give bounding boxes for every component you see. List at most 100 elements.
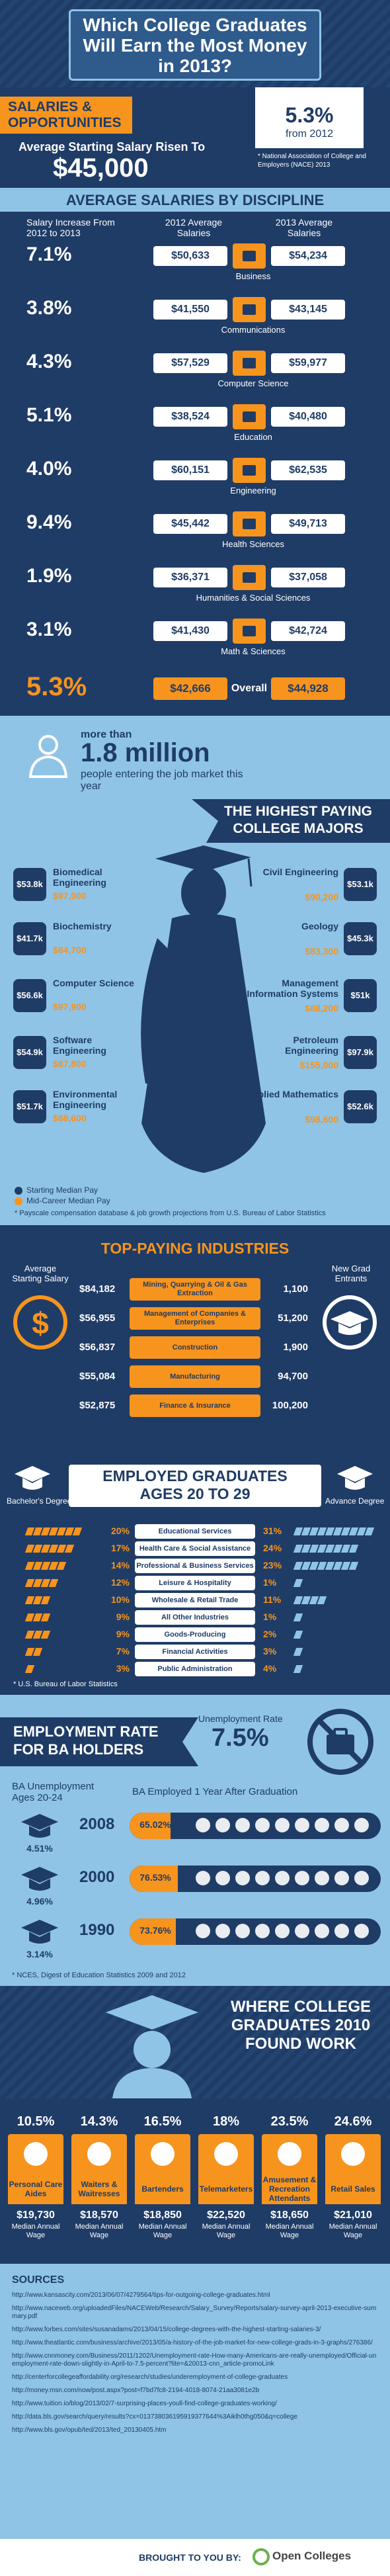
- discipline-pct: 4.3%: [26, 351, 72, 372]
- major-start-pay: $52.6k: [344, 1090, 377, 1123]
- advance-pct: 3%: [263, 1646, 277, 1656]
- source-link[interactable]: http://www.forbes.com/sites/susanadams/2…: [12, 2326, 321, 2333]
- major-mid-pay: $98,600: [305, 1114, 338, 1125]
- phone-icon: [198, 2134, 254, 2174]
- unemp-label: Unemployment Rate: [198, 1713, 283, 1724]
- shopping-bag-icon: [325, 2134, 381, 2174]
- job-wage: $18,850: [143, 2210, 182, 2221]
- work-stripes: [0, 1986, 390, 2098]
- source-link[interactable]: http://www.cnnmoney.com/Business/2011/12…: [12, 2352, 377, 2368]
- brand-name[interactable]: Open Colleges: [272, 2550, 352, 2562]
- work-graduate-icon: [106, 1995, 198, 2098]
- bachelor-pct: 20%: [110, 1525, 130, 1536]
- wage-label: Median Annual Wage: [202, 2223, 251, 2239]
- col-2012-label: 2012 Average Salaries: [165, 217, 223, 238]
- no-work-icon: [307, 1709, 373, 1775]
- industry-name: Management of Companies & Enterprises: [130, 1307, 260, 1330]
- salary-2013: $42,724: [271, 621, 345, 641]
- svg-text:$: $: [32, 1306, 49, 1340]
- industry-name: Leisure & Hospitality: [135, 1576, 255, 1590]
- job-name: Retail Sales: [325, 2174, 381, 2204]
- source-link[interactable]: http://www.naceweb.org/uploadedFiles/NAC…: [12, 2305, 377, 2320]
- major-mid-pay: $90,200: [305, 892, 338, 902]
- bachelor-pct: 9%: [116, 1629, 130, 1639]
- salaries-section: SALARIES & OPPORTUNITIES 5.3% from 2012 …: [0, 87, 390, 187]
- major-name: Civil Engineering: [262, 867, 338, 877]
- industry-entrants: 51,200: [278, 1312, 308, 1324]
- salaries-banner: [0, 97, 132, 134]
- major-name: Petroleum Engineering: [285, 1035, 338, 1056]
- salaries-heading: SALARIES & OPPORTUNITIES: [8, 99, 122, 130]
- year-label: 2000: [79, 1868, 115, 1886]
- industries-heading: TOP-PAYING INDUSTRIES: [100, 1240, 290, 1257]
- employment-bar: [130, 1918, 381, 1945]
- header: Which College Graduates Will Earn the Mo…: [0, 0, 390, 87]
- advance-bar: [293, 1647, 381, 1658]
- discipline-pct: 5.1%: [26, 404, 72, 426]
- employment-section: EMPLOYMENT RATE FOR BA HOLDERS Unemploym…: [0, 1695, 390, 1986]
- source-link[interactable]: http://www.kansascity.com/2013/06/07/427…: [12, 2292, 270, 2299]
- bachelor-bar: [24, 1561, 99, 1572]
- bachelor-pct: 7%: [116, 1646, 130, 1656]
- overall-pct: 5.3%: [26, 672, 87, 701]
- source-link[interactable]: http://www.tuition.io/blog/2013/02/7-sur…: [12, 2400, 277, 2407]
- job-name: Telemarketers: [198, 2174, 254, 2204]
- bachelor-bar: [24, 1544, 99, 1555]
- bachelor-pct: 12%: [110, 1577, 130, 1588]
- overall-label: Overall: [231, 683, 268, 694]
- unemp-pct: 4.96%: [26, 1896, 53, 1907]
- employed-box: [69, 1465, 321, 1507]
- industries-section: TOP-PAYING INDUSTRIES Average Starting S…: [0, 1225, 390, 1463]
- source-link[interactable]: http://money.msn.com/now/post.aspx?post=…: [12, 2387, 260, 2394]
- legend-mid-dot: [15, 1197, 22, 1205]
- salaries-source: * National Association of College and Em…: [258, 153, 366, 169]
- major-start-pay: $53.8k: [13, 868, 46, 901]
- salary-2012: $50,633: [153, 246, 227, 266]
- major-start-pay: $45.3k: [344, 922, 377, 955]
- major-mid-pay: $83,300: [305, 946, 338, 957]
- bachelor-bar: [24, 1613, 99, 1623]
- advance-pct: 23%: [263, 1560, 282, 1570]
- job-pct: 24.6%: [334, 2114, 372, 2129]
- major-name: Geology: [301, 921, 338, 931]
- industry-name: Public Administration: [135, 1662, 255, 1676]
- major-mid-pay: $97,900: [53, 1002, 87, 1012]
- source-link[interactable]: http://www.theatlantic.com/business/arch…: [12, 2339, 373, 2346]
- salary-2012: $41,430: [153, 621, 227, 641]
- wage-label: Median Annual Wage: [75, 2223, 124, 2239]
- discipline-section: AVERAGE SALARIES BY DISCIPLINE Salary In…: [0, 187, 390, 716]
- book-icon: [233, 404, 266, 429]
- industry-salary: $84,182: [79, 1283, 116, 1295]
- col-2013-label: 2013 Average Salaries: [275, 217, 333, 238]
- salary-increase-pct: 5.3%: [285, 103, 334, 127]
- dollar-icon: $: [13, 1295, 67, 1350]
- source-link[interactable]: http://www.bls.gov/opub/ted/2013/ted_201…: [12, 2426, 167, 2434]
- legend-start: Starting Median Pay: [26, 1185, 98, 1195]
- employed-pct: 65.02%: [139, 1819, 171, 1830]
- graduate-silhouette: [141, 845, 266, 1173]
- bachelor-bar: [24, 1578, 99, 1589]
- sources-section: SOURCES http://www.kansascity.com/2013/0…: [0, 2264, 390, 2539]
- source-link[interactable]: http://centerforcollegeaffordability.org…: [12, 2374, 288, 2381]
- job-name: Personal Care Aides: [8, 2174, 63, 2204]
- ba-unemp-label: BA Unemployment Ages 20-24: [12, 1781, 95, 1803]
- flask-icon: [233, 619, 266, 644]
- salary-2012: $38,524: [153, 407, 227, 427]
- salary-2012: $60,151: [153, 460, 227, 480]
- briefcase-icon: [233, 243, 266, 269]
- industries-left-label: Average Starting Salary: [12, 1264, 69, 1283]
- discipline-pct: 3.8%: [26, 297, 72, 319]
- source-link[interactable]: http://data.bls.gov/search/query/results…: [12, 2413, 297, 2421]
- bachelor-bar: [24, 1527, 99, 1537]
- industry-salary: $55,084: [79, 1371, 116, 1382]
- discipline-pct: 7.1%: [26, 243, 72, 265]
- major-name: Biomedical Engineering: [53, 867, 106, 888]
- bachelor-bar: [24, 1596, 99, 1606]
- employment-bar-fill: [130, 1813, 171, 1839]
- heart-icon: [8, 2134, 63, 2174]
- advance-bar: [293, 1664, 381, 1675]
- advance-pct: 31%: [263, 1525, 282, 1536]
- industry-name: Professional & Business Services: [135, 1559, 255, 1573]
- discipline-pct: 3.1%: [26, 619, 72, 640]
- employed-section: EMPLOYED GRADUATES AGES 20 TO 29 Bachelo…: [0, 1463, 390, 1695]
